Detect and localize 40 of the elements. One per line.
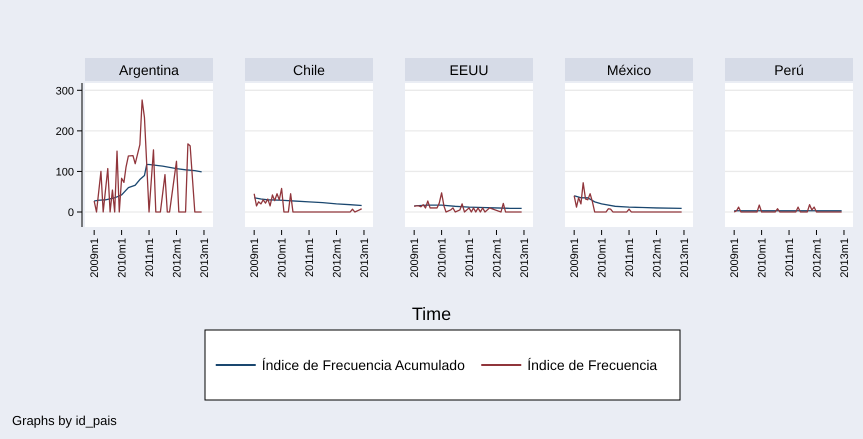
x-tick-label: 2013m1 xyxy=(518,238,531,278)
legend-label: Índice de Frecuencia Acumulado xyxy=(262,357,466,373)
x-tick-label: 2009m1 xyxy=(89,238,102,278)
x-tick-label: 2010m1 xyxy=(436,238,449,278)
x-tick-label: 2013m1 xyxy=(358,238,371,278)
chart-title: Argentina xyxy=(119,62,180,78)
legend-label: Índice de Frecuencia xyxy=(527,357,658,373)
y-tick-label: 0 xyxy=(68,206,74,219)
x-tick-label: 2011m1 xyxy=(784,238,796,277)
x-tick-label: 2012m1 xyxy=(171,238,184,278)
y-tick-label: 300 xyxy=(56,85,74,98)
line-series xyxy=(94,99,202,213)
x-tick-label: 2012m1 xyxy=(331,238,344,278)
x-tick-label: 2012m1 xyxy=(651,238,664,278)
y-tick-label: 100 xyxy=(56,166,74,178)
chart-title: México xyxy=(606,62,652,78)
x-tick-label: 2011m1 xyxy=(144,238,156,277)
x-tick-label: 2013m1 xyxy=(838,238,851,278)
x-tick-label: 2011m1 xyxy=(464,238,476,277)
x-tick-label: 2010m1 xyxy=(756,238,769,278)
line-series xyxy=(94,164,202,202)
chart-title: EEUU xyxy=(450,62,488,78)
text: Graphs by id_pais xyxy=(12,413,118,428)
chart-title: Perú xyxy=(774,62,804,78)
x-tick-label: 2010m1 xyxy=(596,238,609,278)
x-tick-label: 2009m1 xyxy=(569,238,582,278)
x-tick-label: 2012m1 xyxy=(491,238,504,278)
y-tick-label: 200 xyxy=(56,126,74,138)
x-tick-label: 2011m1 xyxy=(624,238,636,277)
x-tick-label: 2012m1 xyxy=(811,238,824,278)
x-tick-label: 2009m1 xyxy=(249,238,262,278)
x-tick-label: 2010m1 xyxy=(276,238,289,278)
chart-title: Chile xyxy=(293,62,326,78)
x-tick-label: 2013m1 xyxy=(198,238,211,278)
x-tick-label: 2010m1 xyxy=(116,238,129,278)
x-tick-label: 2013m1 xyxy=(678,238,691,278)
x-tick-label: 2011m1 xyxy=(304,238,316,277)
x-axis-title: Time xyxy=(412,304,452,324)
x-tick-label: 2009m1 xyxy=(729,238,742,278)
x-tick-label: 2009m1 xyxy=(409,238,422,278)
